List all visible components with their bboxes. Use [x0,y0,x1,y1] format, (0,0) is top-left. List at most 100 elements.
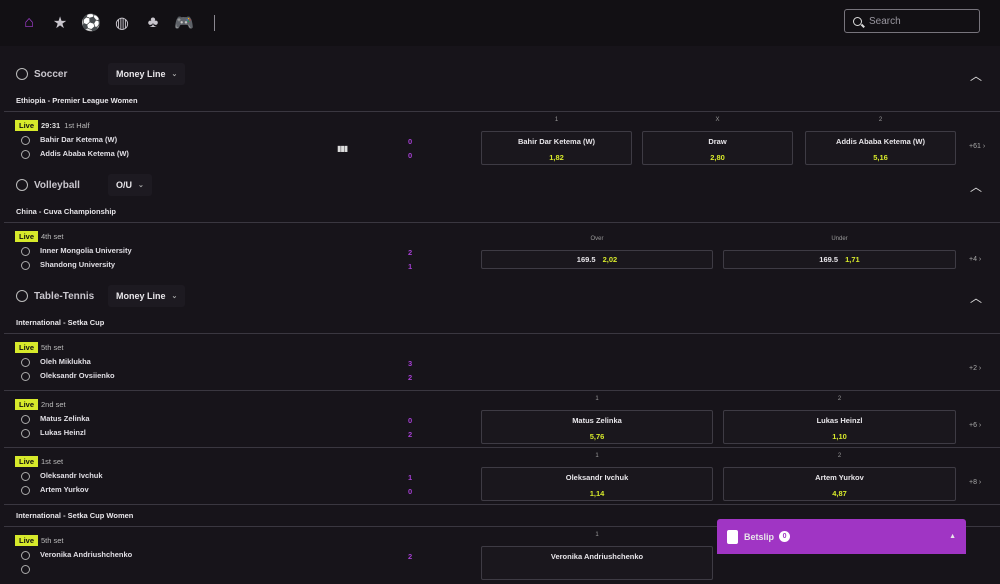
odds-column-label: 2 [837,396,842,402]
search-placeholder: Search [869,15,901,27]
team-score: 2 [408,430,413,439]
search-input[interactable]: Search [844,9,980,33]
live-badge: Live [15,456,39,467]
chevron-down-icon: ⌄ [171,71,178,78]
odds-button[interactable]: Veronika Andriushchenko [481,546,713,580]
team-name: Oleksandr Ovsiienko [40,371,115,380]
odds-column-label: 1 [554,117,559,123]
live-badge: Live [15,399,39,410]
odds-button[interactable]: Matus Zelinka 5,76 [481,410,713,444]
period-label: 5th set [41,343,64,352]
live-badge: Live [15,231,39,242]
table-tennis-icon[interactable]: ♣ [147,14,159,31]
chevron-right-icon: › [976,422,982,429]
sport-header: Soccer Money Line ⌄ ︿ [0,58,1000,90]
odds-button[interactable]: Lukas Heinzl 1,10 [723,410,956,444]
market-dropdown[interactable]: Money Line ⌄ [108,285,186,307]
odds-column-label: X [715,117,720,123]
sport-name: Table-Tennis [34,290,95,302]
chevron-up-icon[interactable]: ︿ [969,69,982,83]
odds-button[interactable]: Bahir Dar Ketema (W) 1,82 [481,131,632,165]
search-icon [853,16,862,26]
event-period: 29:31 1st Half [41,121,90,130]
event-period: 5th set [41,536,64,545]
table-tennis-icon [21,372,30,381]
period-label: 2nd set [41,400,66,409]
team-score: 0 [408,416,413,425]
odds-button[interactable]: Oleksandr Ivchuk 1,14 [481,467,713,501]
chevron-right-icon: › [976,256,982,263]
event-row[interactable]: Live 29:31 1st Half Bahir Dar Ketema (W) 0 Ad… [4,112,1000,169]
chevron-up-icon[interactable]: ︿ [969,180,982,194]
soccer-icon [21,150,30,159]
more-markets-link[interactable]: +61 › [969,143,985,150]
table-tennis-icon [21,429,30,438]
more-markets-link[interactable]: +6 › [969,422,981,429]
gamepad-icon[interactable]: 🎮 [174,15,194,32]
top-nav: ⌂ ★ ⚽ ◍ ♣ 🎮 Search [0,0,1000,46]
sport-name: Soccer [34,68,68,80]
team-name: Oleksandr Ivchuk [40,471,103,480]
table-tennis-icon [21,358,30,367]
odds-button[interactable]: Draw 2,80 [642,131,793,165]
period-label: 1st set [41,457,64,466]
betslip-count: 0 [779,531,791,542]
more-markets-link[interactable]: +8 › [969,479,981,486]
odds-selection: Veronika Andriushchenko [550,552,644,561]
market-label: Money Line [116,291,166,301]
soccer-icon [16,68,28,80]
more-markets-link[interactable]: +2 › [969,365,981,372]
team-name: Inner Mongolia University [40,246,132,255]
table-tennis-icon [21,551,30,560]
odds-column-label: Under [831,236,848,242]
volleyball-icon[interactable]: ◍ [115,15,129,32]
odds-button[interactable]: Artem Yurkov 4,87 [723,467,956,501]
odds-price: 2,80 [710,153,725,162]
team-score: 2 [408,373,413,382]
event-period: 4th set [41,232,64,241]
event-row[interactable]: Live 1st set Oleksandr Ivchuk 1 Artem Yurkov… [4,448,1000,505]
market-dropdown[interactable]: Money Line ⌄ [108,63,186,85]
volleyball-icon [21,247,30,256]
market-label: O/U [116,180,133,190]
odds-line: 169.5 [819,255,839,264]
team-name: Veronika Andriushchenko [40,550,133,559]
team-name: Lukas Heinzl [40,428,86,437]
odds-button[interactable]: 169.5 1,71 [723,250,956,269]
team-name: Artem Yurkov [40,485,89,494]
event-row[interactable]: Live 4th set Inner Mongolia University 2 Sha… [4,223,1000,280]
sport-header: Volleyball O/U ⌄ ︿ [0,169,1000,201]
team-score: 2 [408,552,413,561]
match-clock: 29:31 [41,121,61,130]
event-row[interactable]: Live 2nd set Matus Zelinka 0 Lukas Heinzl 2 1 M… [4,391,1000,448]
stats-icon[interactable]: ▮▮▮ [337,144,348,153]
period-label: 5th set [41,536,64,545]
chevron-right-icon: › [976,365,982,372]
odds-price: 1,14 [589,489,605,498]
odds-button[interactable]: Addis Ababa Ketema (W) 5,16 [805,131,956,165]
odds-column-label: 1 [595,396,599,402]
soccer-icon[interactable]: ⚽ [81,15,101,32]
chevron-right-icon: › [980,143,986,150]
odds-selection: Addis Ababa Ketema (W) [836,137,925,146]
table-tennis-icon [21,472,30,481]
odds-column-label: 1 [595,453,599,459]
odds-price: 4,87 [832,489,847,498]
odds-column-label: Over [590,236,604,242]
betslip-icon [727,529,738,544]
league-title: China - Cuva Championship [4,201,1000,223]
odds-price: 2,02 [602,255,618,264]
chevron-up-icon[interactable]: ︿ [969,291,982,305]
betslip-bar[interactable]: Betslip 0 ▲ [717,519,966,554]
odds-price: 5,16 [873,153,888,162]
league-title: International - Setka Cup Women [4,505,1000,527]
market-dropdown[interactable]: O/U ⌄ [108,174,152,196]
more-markets-link[interactable]: +4 › [969,256,981,263]
odds-button[interactable]: 169.5 2,02 [481,250,713,269]
event-row[interactable]: Live 5th set Oleh Miklukha 3 Oleksandr Ovsii… [4,334,1000,391]
team-name: Bahir Dar Ketema (W) [40,135,118,144]
star-icon[interactable]: ★ [52,15,68,32]
team-name: Matus Zelinka [40,414,90,423]
odds-price: 1,82 [549,153,564,162]
home-icon[interactable]: ⌂ [24,14,34,31]
